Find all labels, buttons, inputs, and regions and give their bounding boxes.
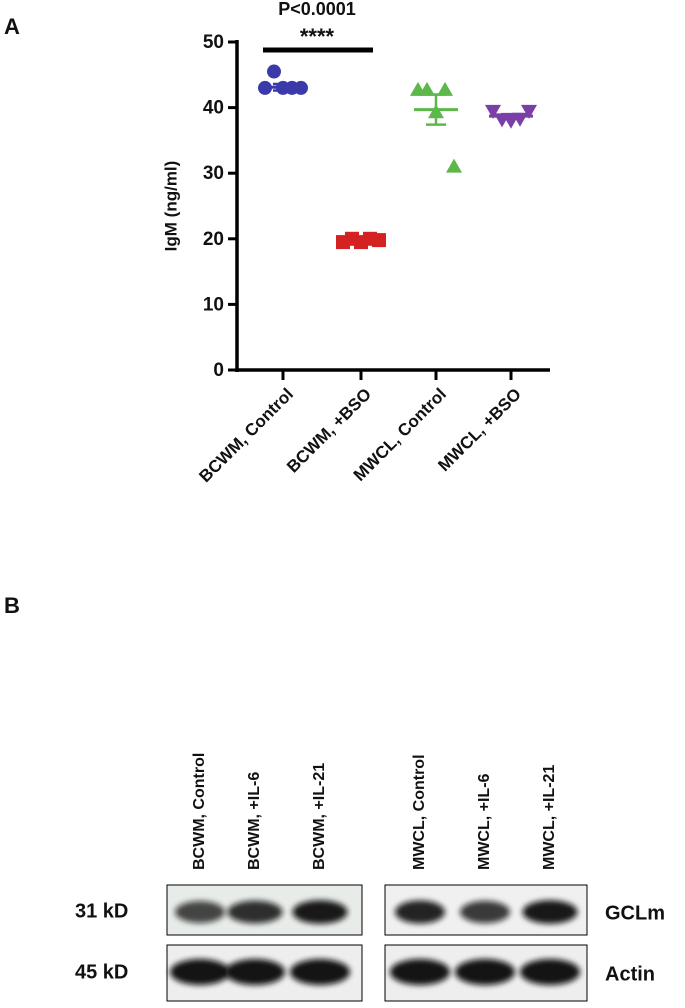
lane-label: MWCL, +IL-6 — [476, 773, 493, 870]
panel-label: B — [4, 593, 20, 618]
error-bar — [426, 93, 446, 126]
blot-band — [390, 959, 450, 985]
size-label: 45 kD — [75, 961, 128, 983]
y-tick-label: 20 — [203, 229, 224, 250]
data-point — [267, 64, 281, 79]
blot-band — [170, 959, 230, 985]
y-tick-label: 40 — [203, 98, 224, 119]
blot-band — [225, 959, 285, 985]
data-point — [485, 104, 501, 119]
lane-label: MWCL, Control — [411, 754, 428, 870]
blot-band — [227, 900, 283, 924]
x-tick-label: BCWM, Control — [195, 385, 297, 487]
blot-band — [522, 900, 578, 924]
panel-label: A — [4, 14, 20, 39]
data-point — [521, 104, 537, 119]
error-bar — [351, 237, 371, 243]
error-bar — [501, 112, 521, 120]
blot-band — [292, 900, 348, 924]
annotation: P<0.0001 — [278, 0, 356, 19]
lane-label: MWCL, +IL-21 — [541, 765, 558, 870]
protein-label: Actin — [605, 963, 655, 985]
blot-band — [460, 900, 510, 924]
blot-band — [520, 959, 580, 985]
data-point — [419, 81, 435, 96]
lane-label: BCWM, +IL-6 — [246, 772, 263, 870]
protein-label: GCLm — [605, 902, 665, 924]
blot-band — [455, 959, 515, 985]
blot-band — [395, 900, 445, 924]
y-tick-label: 30 — [203, 163, 224, 184]
y-tick-label: 50 — [203, 32, 224, 53]
lane-label: BCWM, +IL-21 — [311, 763, 328, 870]
size-label: 31 kD — [75, 900, 128, 922]
y-tick-label: 0 — [213, 360, 224, 381]
y-tick-label: 10 — [203, 294, 224, 315]
blot-band — [175, 901, 225, 923]
data-point — [446, 158, 462, 173]
lane-label: BCWM, Control — [191, 753, 208, 870]
annotation: **** — [300, 24, 335, 49]
y-axis-label: IgM (ng/ml) — [161, 161, 180, 252]
error-bar — [273, 82, 293, 92]
blot-band — [290, 959, 350, 985]
data-point — [437, 81, 453, 96]
